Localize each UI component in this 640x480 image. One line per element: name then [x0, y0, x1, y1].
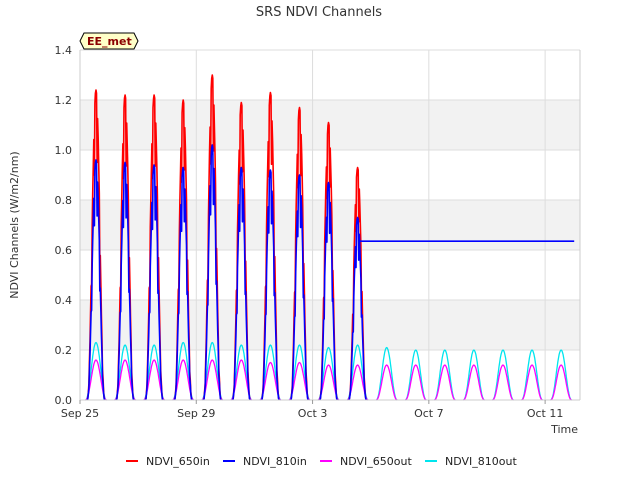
series-line-ndvi-810out — [85, 341, 572, 401]
x-tick-label: Oct 7 — [414, 407, 444, 420]
y-axis-label: NDVI Channels (W/m2/nm) — [8, 151, 21, 298]
legend-label: NDVI_810in — [243, 455, 307, 468]
badge-label: EE_met — [87, 35, 132, 48]
y-tick-label: 1.0 — [55, 144, 73, 157]
series-line-ndvi-810in — [86, 144, 575, 401]
plot-band — [80, 300, 580, 350]
y-tick-label: 0.4 — [55, 294, 73, 307]
legend-label: NDVI_650out — [340, 455, 412, 468]
plot-background — [80, 50, 580, 400]
legend: NDVI_650in NDVI_810in NDVI_650out NDVI_810o… — [126, 455, 517, 468]
axes — [79, 50, 581, 401]
x-tick-labels: Sep 25 Sep 29 Oct 3 Oct 7 Oct 11 — [61, 400, 563, 420]
legend-label: NDVI_650in — [146, 455, 210, 468]
y-tick-label: 1.4 — [55, 44, 73, 57]
y-tick-label: 0.8 — [55, 194, 73, 207]
legend-label: NDVI_810out — [445, 455, 517, 468]
y-tick-label: 0.2 — [55, 344, 73, 357]
x-tick-label: Oct 11 — [527, 407, 564, 420]
series-layer — [85, 74, 575, 401]
chart-title: SRS NDVI Channels — [256, 5, 382, 20]
y-tick-label: 0.6 — [55, 244, 73, 257]
series-line-ndvi-650in — [86, 74, 368, 401]
y-tick-labels: 0.0 0.2 0.4 0.6 0.8 1.0 1.2 1.4 — [55, 44, 73, 407]
badge: EE_met — [79, 32, 139, 50]
series-line-ndvi-650out — [85, 359, 572, 401]
y-tick-label: 0.0 — [55, 394, 73, 407]
x-tick-label: Sep 29 — [177, 407, 215, 420]
x-tick-label: Sep 25 — [61, 407, 99, 420]
badge-box — [79, 32, 139, 50]
x-axis-label: Time — [550, 423, 578, 436]
x-tick-label: Oct 3 — [298, 407, 328, 420]
y-tick-label: 1.2 — [55, 94, 73, 107]
